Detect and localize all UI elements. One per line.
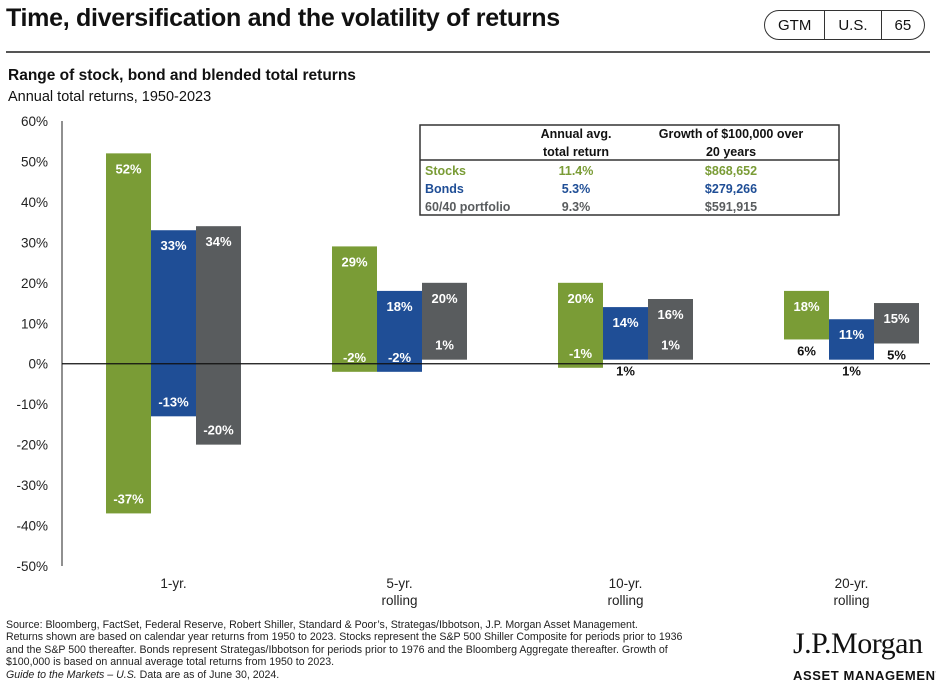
legend-table-header: Growth of $100,000 over [659,127,804,141]
y-tick-label: 10% [21,316,48,331]
x-category-label: 20-yr. [835,576,869,591]
bar-min-label: 1% [842,364,861,379]
legend-table-growth: $279,266 [705,182,757,196]
range-bar [648,299,693,360]
legend-table-avg-return: 11.4% [559,164,594,178]
y-tick-label: -10% [16,397,48,412]
x-category-label: rolling [607,593,643,608]
legend-table-header: Annual avg. [541,127,612,141]
legend-table-growth: $591,915 [705,200,757,214]
footnote-line: and the S&P 500 thereafter. Bonds repres… [6,643,668,656]
tag-region: U.S. [825,11,882,39]
y-tick-label: 20% [21,276,48,291]
footnote-guide-line: Guide to the Markets – U.S. Data are as … [6,669,756,681]
legend-table-avg-return: 9.3% [562,200,591,214]
range-bar [377,290,422,372]
chart-title: Range of stock, bond and blended total r… [8,67,356,84]
bar-max-label: 18% [793,299,819,314]
x-category-label: rolling [381,593,417,608]
bar-max-label: 20% [567,291,593,306]
range-bar [422,282,467,360]
y-tick-label: -30% [16,478,48,493]
footnote-line: Source: Bloomberg, FactSet, Federal Rese… [6,619,638,631]
x-category-label: 5-yr. [386,576,412,591]
legend-table-growth: $868,652 [705,164,757,178]
bar-min-label: 5% [887,348,906,363]
bar-min-label: -20% [203,423,234,438]
bar-max-label: 33% [160,238,186,253]
chart-subtitle: Annual total returns, 1950-2023 [8,89,212,105]
bar-min-label: -1% [569,346,593,361]
legend-table-frame [419,124,840,216]
header-divider [6,51,930,53]
y-tick-label: 60% [21,114,48,129]
jpmorgan-logo: J.P.Morgan [793,627,923,660]
range-bar [784,290,829,340]
range-bar [558,282,603,368]
bar-min-label: -37% [113,491,144,506]
asset-management-logo: ASSET MANAGEMENT [793,668,936,683]
bar-min-label: 6% [797,343,816,358]
bar-min-label: -2% [388,350,412,365]
legend-table-header: total return [543,145,609,159]
y-tick-label: 50% [21,154,48,169]
returns-range-chart: -50% -40% -30% -20% -10% 0% 10% 20% 30% 40% 50% 60%… [16,114,930,608]
bar-max-label: 15% [883,311,909,326]
range-bar [106,153,151,514]
page-tag-box: GTM U.S. 65 [764,10,926,40]
bar-min-label: 1% [661,338,680,353]
bar-max-label: 16% [657,307,683,322]
bar-max-label: 52% [115,161,141,176]
y-tick-label: -20% [16,438,48,453]
footnote-line: $100,000 is based on annual average tota… [6,656,335,669]
legend-table-avg-return: 5.3% [562,182,591,196]
bar-min-label: 1% [616,364,635,379]
bar-min-label: -2% [343,350,367,365]
bar-max-label: 29% [341,254,367,269]
x-category-label: 10-yr. [609,576,643,591]
tag-gtm: GTM [765,11,826,39]
bar-max-label: 34% [205,234,231,249]
range-bar [603,307,648,360]
range-bar [829,319,874,360]
bar-max-label: 11% [839,327,865,342]
footnote: Source: Bloomberg, FactSet, Federal Rese… [6,619,756,681]
tag-page-number: 65 [894,16,912,34]
guide-title: Guide to the Markets – U.S. [6,668,137,681]
x-category-label: rolling [833,593,869,608]
footnote-line: Returns shown are based on calendar year… [6,631,683,644]
range-bar [332,246,377,372]
bar-max-label: 18% [386,299,412,314]
bar-max-label: 14% [612,315,638,330]
legend-table-series-name: Bonds [425,182,464,196]
y-tick-label: 0% [28,357,48,372]
y-tick-label: -40% [16,519,48,534]
legend-table-header: 20 years [706,145,756,159]
y-tick-label: -50% [16,559,48,574]
y-tick-label: 30% [21,235,48,250]
bar-min-label: -13% [158,394,189,409]
range-bar [196,226,241,445]
bar-max-label: 20% [431,291,457,306]
range-bar [874,303,919,344]
x-category-label: 1-yr. [160,576,186,591]
guide-date: Data are as of June 30, 2024. [136,668,280,681]
y-tick-label: 40% [21,195,48,210]
page-title: Time, diversification and the volatility… [6,4,560,32]
legend-table-series-name: 60/40 portfolio [425,200,511,214]
range-bar [151,230,196,417]
legend-table-series-name: Stocks [425,164,466,178]
bar-min-label: 1% [435,338,454,353]
